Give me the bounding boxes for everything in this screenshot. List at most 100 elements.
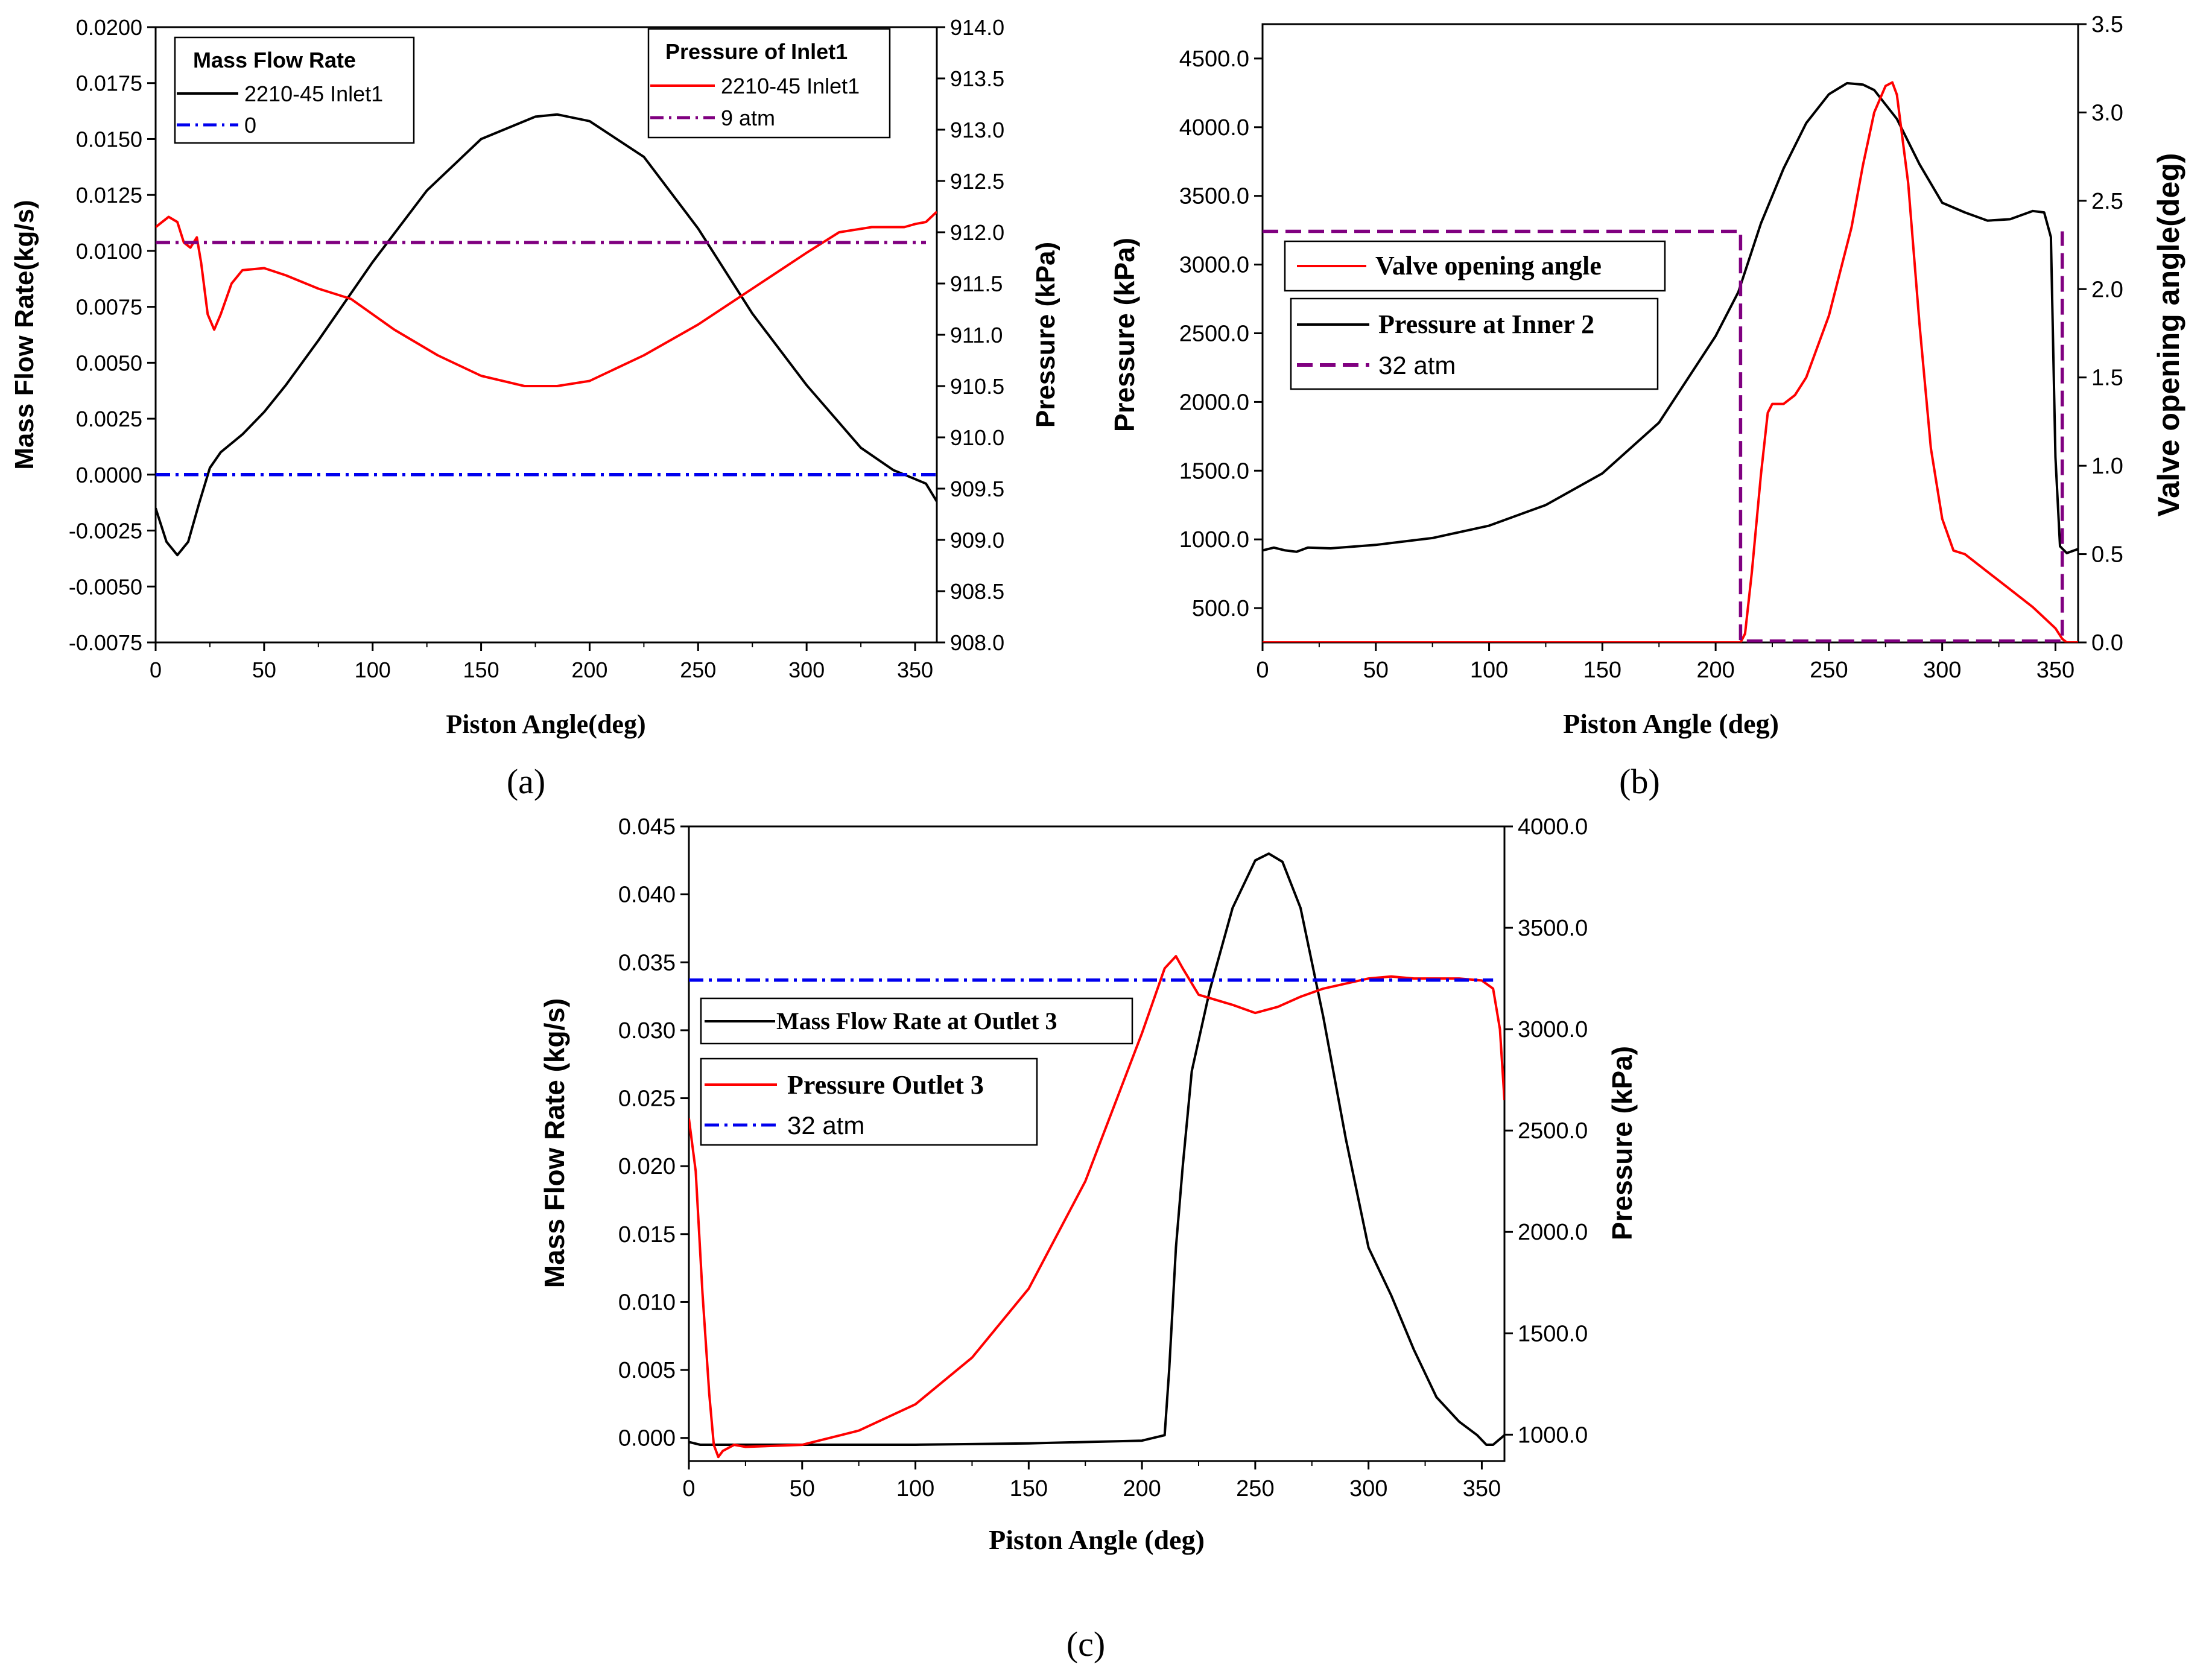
y2-tick-label: 1000.0	[1518, 1422, 1588, 1448]
legend-title: Pressure of Inlet1	[665, 39, 848, 64]
y2-tick-label: 908.5	[950, 579, 1004, 604]
y2-tick-label: 2000.0	[1518, 1220, 1588, 1245]
y2-tick-label: 909.0	[950, 528, 1004, 553]
y2-tick-label: 1.5	[2091, 366, 2123, 391]
y-tick-label: 0.015	[618, 1222, 676, 1247]
legend-box	[647, 28, 891, 139]
x-tick-label: 350	[2036, 658, 2074, 683]
y-tick-label: 0.010	[618, 1290, 676, 1315]
legend-entry-label: 2210-45 Inlet1	[244, 81, 383, 106]
legend-entry-label: Valve opening angle	[1375, 251, 1602, 281]
legend-entry-label: 32 atm	[787, 1111, 864, 1140]
y2-tick-label: 909.5	[950, 477, 1004, 501]
x-tick-label: 100	[355, 658, 391, 682]
y2-tick-label: 3.0	[2091, 100, 2123, 125]
panel-a-x-axis-label: Piston Angle(deg)	[446, 709, 645, 739]
x-tick-label: 0	[682, 1476, 695, 1501]
legend-box	[700, 1057, 1038, 1146]
y-tick-label: 0.000	[618, 1426, 676, 1451]
y2-tick-label: 2.0	[2091, 277, 2123, 302]
y2-tick-label: 913.5	[950, 66, 1004, 91]
y2-tick-label: 910.5	[950, 374, 1004, 399]
y2-tick-label: 913.0	[950, 118, 1004, 142]
panel-b-y2-axis-label: Valve opening angle(deg)	[2152, 153, 2185, 517]
y-tick-label: 0.025	[618, 1086, 676, 1112]
legend-entry-label: 9 atm	[721, 106, 775, 130]
panel-c-series-line-1	[689, 955, 1504, 1459]
y-tick-label: 3500.0	[1179, 184, 1249, 209]
y2-tick-label: 3.5	[2091, 12, 2123, 37]
panel-b: 0 50 100 150 200 250 300 350 500.0 1000.0 1500.0 2…	[1109, 12, 2185, 801]
x-tick-label: 150	[1010, 1476, 1048, 1501]
y-tick-label: 0.020	[618, 1154, 676, 1179]
y-tick-label: 2000.0	[1179, 390, 1249, 415]
legend-entry-label: 32 atm	[1378, 351, 1456, 379]
y2-tick-label: 0.0	[2091, 630, 2123, 656]
y-tick-label: 0.035	[618, 950, 676, 975]
legend-entry-label: Pressure Outlet 3	[787, 1070, 984, 1100]
x-tick-label: 300	[1923, 658, 1961, 683]
x-tick-label: 300	[1349, 1476, 1387, 1501]
x-tick-label: 350	[897, 658, 933, 682]
y2-tick-label: 911.5	[950, 271, 1003, 296]
legend-title: Mass Flow Rate	[193, 48, 356, 72]
panel-a-legend-mass-flow: Mass Flow Rate 2210-45 Inlet1 0	[174, 36, 415, 144]
y-tick-label: -0.0050	[69, 574, 142, 599]
x-tick-label: 100	[896, 1476, 934, 1501]
x-tick-label: 300	[788, 658, 825, 682]
y-tick-label: 0.045	[618, 814, 676, 840]
y-tick-label: 0.0150	[76, 127, 142, 151]
x-tick-label: 150	[463, 658, 499, 682]
panel-a-legend-pressure: Pressure of Inlet1 2210-45 Inlet1 9 atm	[647, 28, 891, 139]
y2-tick-label: 4000.0	[1518, 814, 1588, 840]
legend-entry-label: 2210-45 Inlet1	[721, 74, 860, 98]
legend-box	[1290, 297, 1659, 390]
y-tick-label: -0.0075	[69, 630, 142, 655]
panel-b-label: (b)	[1619, 762, 1660, 801]
panel-a-y2-axis-label: Pressure (kPa)	[1031, 242, 1060, 428]
y2-tick-label: 914.0	[950, 15, 1004, 40]
x-tick-label: 250	[1810, 658, 1848, 683]
x-tick-label: 200	[571, 658, 607, 682]
y-tick-label: 0.0200	[76, 15, 142, 40]
y-tick-label: 2500.0	[1179, 322, 1249, 347]
legend-entry-label: Mass Flow Rate at Outlet 3	[776, 1007, 1057, 1035]
x-tick-label: 250	[680, 658, 716, 682]
y-tick-label: 0.0000	[76, 463, 142, 487]
y-tick-label: 0.040	[618, 883, 676, 908]
y2-tick-label: 1500.0	[1518, 1321, 1588, 1346]
x-tick-label: 250	[1236, 1476, 1274, 1501]
y2-tick-label: 3000.0	[1518, 1017, 1588, 1042]
panel-b-x-axis-label: Piston Angle (deg)	[1563, 708, 1779, 739]
x-tick-label: 0	[1256, 658, 1269, 683]
panel-c-legend-mass-flow: Mass Flow Rate at Outlet 3	[700, 997, 1133, 1045]
panel-c-x-axis-label: Piston Angle (deg)	[989, 1524, 1205, 1555]
x-tick-label: 200	[1123, 1476, 1161, 1501]
panel-c: 0 50 100 150 200 250 300 350 0.000 0.005 0.010 0.0…	[539, 814, 1638, 1664]
y2-tick-label: 2500.0	[1518, 1118, 1588, 1144]
y-tick-label: 1000.0	[1179, 527, 1249, 553]
x-tick-label: 50	[252, 658, 276, 682]
y-tick-label: 500.0	[1192, 596, 1249, 621]
y2-tick-label: 910.0	[950, 425, 1004, 450]
y2-tick-label: 912.0	[950, 220, 1004, 245]
panel-a: 0 50 100 150 200 250 300 350 -0.0075 -0.0050 -0.0…	[10, 15, 1060, 801]
x-tick-label: 200	[1696, 658, 1734, 683]
y2-tick-label: 912.5	[950, 169, 1004, 194]
panel-b-legend-pressure: Pressure at Inner 2 32 atm	[1290, 297, 1659, 390]
x-tick-label: 50	[1363, 658, 1389, 683]
y-tick-label: 3000.0	[1179, 253, 1249, 278]
y2-tick-label: 2.5	[2091, 189, 2123, 214]
y2-tick-label: 1.0	[2091, 454, 2123, 479]
panel-c-plot-frame	[688, 825, 1506, 1462]
panel-c-y2-axis-label: Pressure (kPa)	[1606, 1046, 1638, 1240]
y-tick-label: 0.0075	[76, 295, 142, 320]
x-tick-label: 100	[1470, 658, 1508, 683]
y2-tick-label: 911.0	[950, 323, 1003, 347]
y-tick-label: 0.0175	[76, 71, 142, 96]
panel-b-y-axis-label: Pressure (kPa)	[1109, 238, 1140, 432]
panel-c-legend-pressure: Pressure Outlet 3 32 atm	[700, 1057, 1038, 1146]
panel-a-series-line-0	[156, 113, 937, 557]
